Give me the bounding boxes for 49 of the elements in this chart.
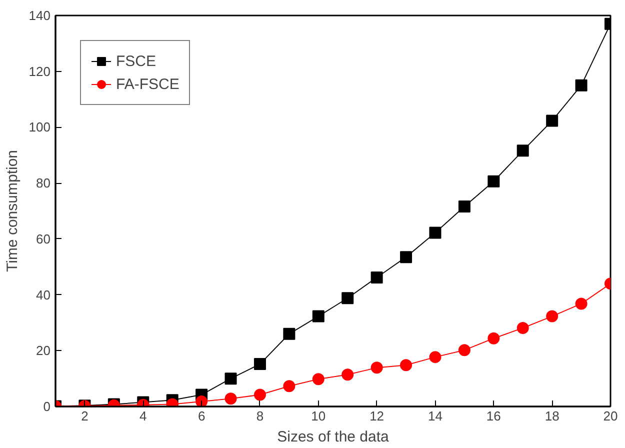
point [196, 395, 208, 406]
point [283, 328, 296, 340]
point [254, 358, 266, 370]
point [312, 310, 324, 322]
point [575, 79, 588, 92]
point [254, 388, 266, 401]
point [575, 298, 588, 310]
point [224, 372, 237, 385]
point [458, 344, 470, 356]
legend-label: FA-FSCE [116, 76, 180, 92]
point [370, 362, 383, 374]
y-tick-label: 60 [36, 231, 51, 246]
y-axis-title: Time consumption [4, 150, 21, 272]
y-tick-label: 120 [28, 64, 51, 79]
y-tick-label: 140 [28, 8, 51, 23]
point [400, 251, 412, 264]
y-tick-label: 80 [36, 176, 51, 191]
point [370, 271, 383, 284]
point [342, 292, 354, 304]
point [342, 368, 354, 381]
point [224, 392, 237, 405]
x-tick-label: 12 [370, 408, 384, 424]
x-tick-label: 14 [428, 408, 442, 424]
y-tick-label: 100 [28, 120, 51, 135]
x-tick-label: 8 [256, 408, 264, 424]
point [400, 359, 412, 372]
y-tick-label: 0 [43, 399, 51, 414]
x-axis-title: Sizes of the data [277, 428, 390, 446]
legend-label: FSCE [116, 52, 156, 70]
point [516, 322, 529, 334]
point [516, 144, 529, 157]
x-tick-label: 2 [81, 408, 88, 424]
point [429, 226, 442, 239]
x-tick-label: 6 [198, 408, 206, 424]
point [488, 175, 500, 188]
point [429, 351, 442, 364]
point [312, 373, 324, 386]
point [488, 332, 500, 344]
y-tick-label: 40 [36, 287, 51, 302]
x-tick-label: 16 [486, 408, 501, 424]
point [546, 310, 558, 322]
x-tick-label: 18 [544, 408, 560, 424]
y-tick-label: 20 [36, 343, 51, 358]
point [458, 200, 470, 213]
point [283, 380, 296, 392]
x-tick-label: 4 [140, 408, 147, 424]
point [546, 114, 558, 127]
x-tick-label: 10 [311, 408, 326, 424]
x-tick-label: 20 [603, 408, 618, 424]
